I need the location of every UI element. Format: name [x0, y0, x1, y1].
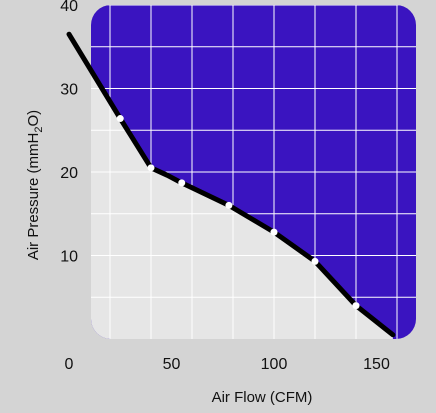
y-tick-label: 40 — [60, 0, 78, 15]
data-point-marker — [178, 179, 186, 187]
y-tick-labels: 10 20 30 40 — [60, 0, 78, 266]
plot-area — [91, 5, 416, 339]
x-tick-label: 150 — [363, 356, 390, 373]
y-tick-label: 20 — [60, 165, 78, 182]
x-axis-title: Air Flow (CFM) — [212, 389, 313, 406]
x-tick-label: 50 — [163, 356, 181, 373]
data-point-marker — [311, 257, 319, 265]
x-tick-labels: 0 50 100 150 — [65, 356, 390, 373]
data-point-marker — [270, 228, 278, 236]
x-tick-label: 100 — [261, 356, 288, 373]
y-axis-title: Air Pressure (mmH2O) — [25, 110, 45, 260]
data-point-marker — [225, 201, 233, 209]
data-point-marker — [147, 164, 155, 172]
data-point-marker — [116, 115, 124, 123]
y-tick-label: 10 — [60, 249, 78, 266]
data-point-marker — [352, 302, 360, 310]
y-tick-label: 30 — [60, 82, 78, 99]
data-markers — [116, 115, 360, 310]
y-axis-title-subscript: 2 — [33, 127, 45, 133]
grid-lines — [91, 5, 416, 339]
y-axis-title-end: O) — [25, 110, 42, 127]
x-tick-label: 0 — [65, 356, 74, 373]
y-axis-title-main: Air Pressure (mmH — [25, 133, 42, 261]
series-line — [66, 31, 396, 338]
